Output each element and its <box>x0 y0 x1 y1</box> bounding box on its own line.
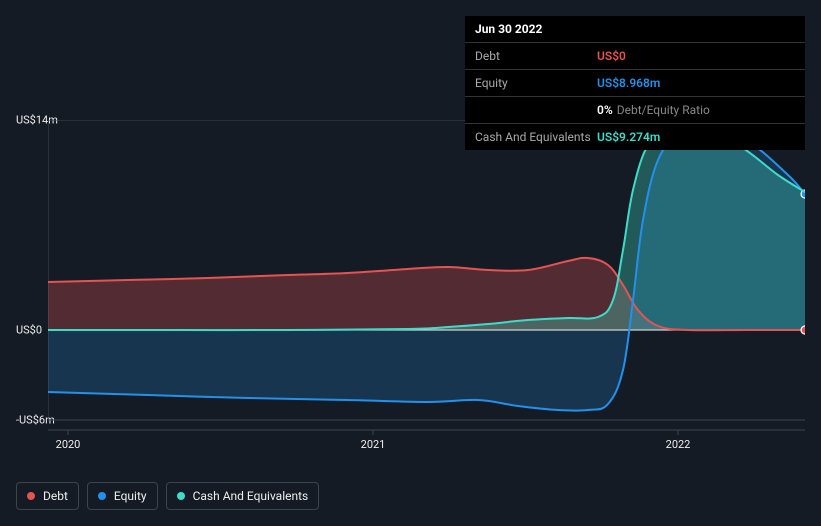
tooltip-row-equity: Equity US$8.968m <box>465 70 805 97</box>
tooltip-date: Jun 30 2022 <box>465 16 805 43</box>
tooltip-value: 0% <box>597 103 613 117</box>
legend-label: Cash And Equivalents <box>193 489 309 503</box>
legend-item-cash[interactable]: Cash And Equivalents <box>166 482 320 510</box>
tooltip-row-debt: Debt US$0 <box>465 43 805 70</box>
legend-label: Equity <box>114 489 147 503</box>
legend-item-debt[interactable]: Debt <box>16 482 79 510</box>
chart-area: US$14m US$0 -US$6m 2020 2021 2022 <box>16 120 805 440</box>
legend-label: Debt <box>43 489 68 503</box>
x-label-2022: 2022 <box>666 438 691 451</box>
x-label-2020: 2020 <box>56 438 81 451</box>
legend-dot <box>98 492 106 500</box>
tooltip-value: US$8.968m <box>597 76 660 90</box>
tooltip-label: Cash And Equivalents <box>475 130 597 144</box>
legend-dot <box>27 492 35 500</box>
tooltip-value: US$9.274m <box>597 130 660 144</box>
tooltip-value: US$0 <box>597 49 626 63</box>
legend-dot <box>177 492 185 500</box>
tooltip-label: Debt <box>475 49 597 63</box>
tooltip-row-cash: Cash And Equivalents US$9.274m <box>465 124 805 150</box>
chart-legend: Debt Equity Cash And Equivalents <box>16 482 319 510</box>
tooltip-suffix: Debt/Equity Ratio <box>617 103 710 117</box>
chart-tooltip: Jun 30 2022 Debt US$0 Equity US$8.968m 0… <box>465 16 805 150</box>
tooltip-row-ratio: 0% Debt/Equity Ratio <box>465 97 805 124</box>
tooltip-label <box>475 103 597 117</box>
tooltip-label: Equity <box>475 76 597 90</box>
y-label-zero: US$0 <box>16 324 42 337</box>
x-label-2021: 2021 <box>361 438 386 451</box>
chart-plot[interactable] <box>48 120 805 436</box>
legend-item-equity[interactable]: Equity <box>87 482 158 510</box>
